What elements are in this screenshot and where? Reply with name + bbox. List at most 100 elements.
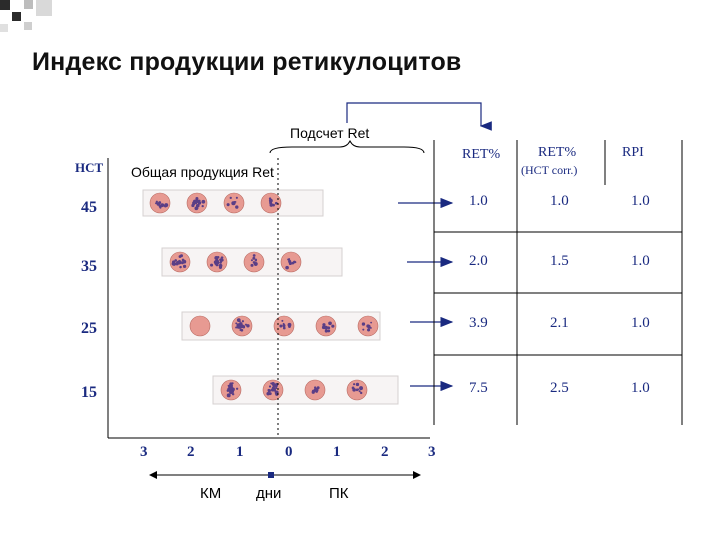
cell-granule: [195, 197, 199, 201]
cell-granule: [192, 202, 196, 206]
cell-granule: [237, 324, 241, 328]
cell-granule: [291, 261, 295, 265]
cell-granule: [270, 382, 273, 385]
cell-granule: [355, 382, 360, 387]
cell-granule: [271, 381, 275, 386]
cell-granule: [177, 261, 181, 265]
cell-granule: [254, 259, 258, 262]
cell-granule: [274, 386, 278, 390]
cell-granule: [353, 383, 356, 386]
pk-label: ПК: [329, 485, 349, 502]
page-title: Индекс продукции ретикулоцитов: [32, 48, 462, 76]
cell-granule: [220, 256, 224, 259]
cell-granule: [272, 388, 277, 392]
hct-level-25: 25: [81, 320, 97, 337]
cell-granule: [252, 256, 256, 260]
cell-granule: [235, 322, 238, 325]
table-cell-r2c1: 2.0: [469, 253, 488, 269]
cell-granule: [288, 259, 292, 263]
cell-granule: [272, 203, 275, 207]
cell-granule: [267, 389, 271, 393]
cell-granule: [155, 200, 158, 203]
hct-level-35: 35: [81, 258, 97, 275]
cell-granule: [287, 322, 292, 327]
cell-granule: [231, 382, 234, 385]
deco-square-5: [24, 22, 32, 30]
count-brace: [269, 139, 425, 154]
cell-granule: [182, 260, 185, 263]
cell-granule: [268, 385, 272, 388]
cell-granule: [194, 199, 199, 204]
cell-granule: [239, 322, 243, 326]
day-tick-3: 0: [285, 444, 293, 460]
day-tick-1: 2: [187, 444, 195, 460]
cell-granule: [226, 203, 230, 207]
deco-square-6: [0, 24, 8, 32]
cell-granule: [235, 387, 239, 390]
cell-granule: [250, 263, 254, 267]
cell-granule: [210, 263, 214, 267]
cell-granule: [235, 196, 238, 199]
deco-square-4: [36, 0, 52, 16]
cell-granule: [328, 321, 332, 326]
table-cell-r4c3: 1.0: [631, 380, 650, 396]
cell-granule: [197, 201, 202, 205]
day-tick-5: 2: [381, 444, 389, 460]
day-tick-0: 3: [140, 444, 148, 460]
cell-granule: [370, 321, 373, 324]
hct-level-45: 45: [81, 199, 97, 216]
day-tick-2: 1: [236, 444, 244, 460]
cell-granule: [226, 393, 231, 398]
hct-level-15: 15: [81, 384, 97, 401]
cell-granule: [311, 390, 315, 394]
day-zero-marker: [268, 472, 274, 478]
cell-granule: [294, 261, 297, 264]
cell-granule: [241, 320, 245, 323]
cell-granule: [327, 329, 331, 333]
cell-granule: [160, 203, 165, 208]
cell-granule: [252, 261, 256, 264]
km-label: КМ: [200, 485, 221, 502]
cell-granule: [268, 197, 272, 200]
cell-granule: [174, 259, 178, 262]
table-cell-r1c1: 1.0: [469, 193, 488, 209]
cell-granule: [369, 326, 372, 329]
cell-granule: [252, 254, 256, 257]
cell-granule: [159, 206, 162, 209]
total-production-label: Общая продукция Ret: [131, 164, 274, 180]
cell-granule: [281, 319, 284, 322]
cell-granule: [242, 326, 245, 329]
cell-granule: [235, 326, 238, 329]
table-cell-r3c3: 1.0: [631, 315, 650, 331]
cell-granule: [215, 263, 218, 266]
cell-granule: [239, 320, 241, 323]
deco-square-3: [24, 0, 33, 9]
table-subheader-hct-corr: (HCT corr.): [521, 163, 577, 177]
table-cell-r4c2: 2.5: [550, 380, 569, 396]
cell-granule: [230, 389, 233, 392]
cell-granule: [274, 201, 278, 205]
deco-square-1: [0, 0, 10, 10]
cell-granule: [352, 388, 356, 392]
cell-granule: [324, 329, 328, 333]
table-header-rpi: RPI: [622, 145, 644, 160]
cell-granule: [250, 259, 253, 262]
table-cell-r3c1: 3.9: [469, 315, 488, 331]
cell-granule: [359, 386, 364, 391]
cell-granule: [172, 262, 176, 266]
cell-granule: [282, 326, 286, 330]
cell-granule: [282, 322, 285, 325]
count-connector-line: [346, 102, 492, 131]
table-header-ret-corr: RET%: [538, 145, 576, 160]
cell-granule: [327, 326, 331, 330]
cell-granule: [266, 392, 270, 396]
cell-granule: [285, 265, 289, 270]
table-cell-r2c2: 1.5: [550, 253, 569, 269]
cell-granule: [358, 390, 361, 393]
cell-granule: [182, 264, 187, 268]
cell-granule: [367, 328, 371, 332]
cell-granule: [313, 388, 318, 392]
cell-granule: [359, 391, 363, 395]
cell-granule: [244, 323, 248, 326]
